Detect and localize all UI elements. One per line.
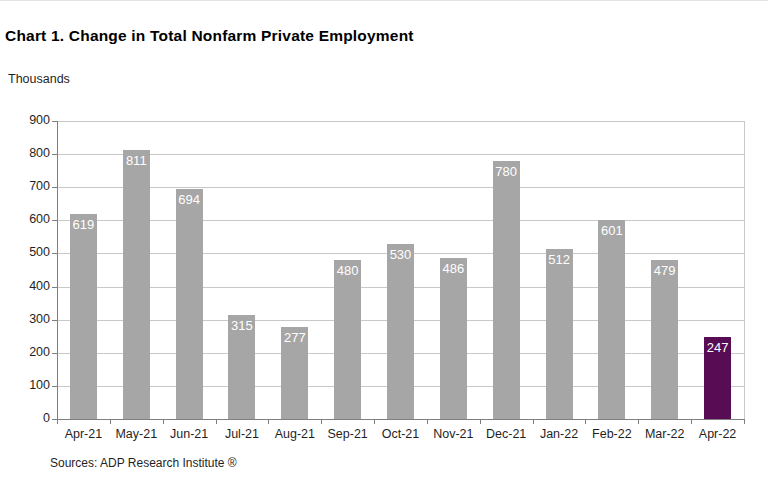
gridline-700 xyxy=(57,187,744,188)
y-tick-label-600: 600 xyxy=(0,212,50,226)
x-axis-line xyxy=(57,419,745,420)
y-tick-label-0: 0 xyxy=(0,411,50,425)
x-tick-10 xyxy=(585,419,586,424)
y-tick-label-100: 100 xyxy=(0,378,50,392)
x-tick-1 xyxy=(110,419,111,424)
x-tick-7 xyxy=(427,419,428,424)
bar-value-sep-21: 480 xyxy=(330,263,365,278)
x-tick-label-jun-21: Jun-21 xyxy=(163,427,216,441)
bar-nov-21 xyxy=(440,258,467,419)
bar-sep-21 xyxy=(334,260,361,419)
bar-value-dec-21: 780 xyxy=(489,164,524,179)
x-tick-label-may-21: May-21 xyxy=(110,427,163,441)
bar-value-jul-21: 315 xyxy=(224,318,259,333)
bar-dec-21 xyxy=(493,161,520,419)
x-tick-label-sep-21: Sep-21 xyxy=(321,427,374,441)
x-tick-label-nov-21: Nov-21 xyxy=(427,427,480,441)
y-tick-label-800: 800 xyxy=(0,146,50,160)
x-tick-5 xyxy=(321,419,322,424)
x-tick-label-jan-22: Jan-22 xyxy=(533,427,586,441)
bar-chart-plot-area: 0 100 200 300 400 500 600 700 800 900 619 Apr-21 811… xyxy=(0,0,768,500)
x-tick-label-mar-22: Mar-22 xyxy=(638,427,691,441)
bar-value-feb-22: 601 xyxy=(594,223,629,238)
bar-feb-22 xyxy=(598,220,625,419)
y-tick-label-400: 400 xyxy=(0,279,50,293)
gridline-900 xyxy=(57,121,744,122)
y-tick-label-300: 300 xyxy=(0,312,50,326)
y-tick-label-200: 200 xyxy=(0,345,50,359)
x-tick-6 xyxy=(374,419,375,424)
chart-page: Chart 1. Change in Total Nonfarm Private… xyxy=(0,0,768,500)
bar-value-aug-21: 277 xyxy=(277,330,312,345)
bar-value-may-21: 811 xyxy=(119,153,154,168)
x-tick-3 xyxy=(216,419,217,424)
x-tick-label-feb-22: Feb-22 xyxy=(585,427,638,441)
bar-oct-21 xyxy=(387,244,414,419)
plot-right-border xyxy=(744,121,745,419)
bar-may-21 xyxy=(123,150,150,419)
bar-value-nov-21: 486 xyxy=(436,261,471,276)
gridline-800 xyxy=(57,154,744,155)
bar-value-jun-21: 694 xyxy=(172,192,207,207)
bar-jun-21 xyxy=(176,189,203,419)
x-tick-label-aug-21: Aug-21 xyxy=(268,427,321,441)
bar-jan-22 xyxy=(546,249,573,419)
x-tick-label-apr-21: Apr-21 xyxy=(57,427,110,441)
x-tick-8 xyxy=(480,419,481,424)
x-tick-label-apr-22: Apr-22 xyxy=(691,427,744,441)
y-tick-label-500: 500 xyxy=(0,245,50,259)
bar-value-oct-21: 530 xyxy=(383,247,418,262)
x-tick-label-dec-21: Dec-21 xyxy=(480,427,533,441)
y-axis-line xyxy=(57,121,58,419)
x-tick-12 xyxy=(691,419,692,424)
x-tick-label-jul-21: Jul-21 xyxy=(216,427,269,441)
gridline-600 xyxy=(57,220,744,221)
y-tick-label-900: 900 xyxy=(0,113,50,127)
y-tick-label-700: 700 xyxy=(0,179,50,193)
bar-value-apr-21: 619 xyxy=(66,217,101,232)
bar-value-mar-22: 479 xyxy=(647,263,682,278)
x-tick-11 xyxy=(638,419,639,424)
x-tick-4 xyxy=(268,419,269,424)
bar-value-jan-22: 512 xyxy=(542,252,577,267)
x-tick-9 xyxy=(533,419,534,424)
x-tick-13 xyxy=(744,419,745,424)
x-tick-2 xyxy=(163,419,164,424)
bar-apr-21 xyxy=(70,214,97,419)
bar-value-apr-22: 247 xyxy=(700,340,735,355)
bar-mar-22 xyxy=(651,260,678,419)
source-attribution: Sources: ADP Research Institute ® xyxy=(50,456,237,470)
x-tick-0 xyxy=(57,419,58,424)
x-tick-label-oct-21: Oct-21 xyxy=(374,427,427,441)
